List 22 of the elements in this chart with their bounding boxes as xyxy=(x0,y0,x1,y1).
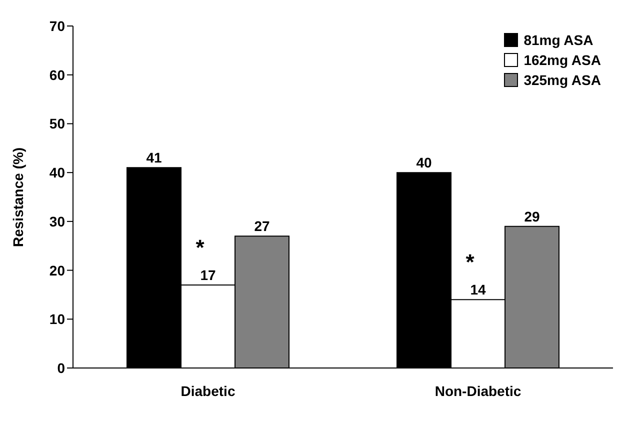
annotation: * xyxy=(466,250,475,275)
x-tick-label: Non-Diabetic xyxy=(434,382,522,399)
data-label: 41 xyxy=(146,150,162,166)
x-tick-label: Diabetic xyxy=(180,382,236,399)
data-label: 14 xyxy=(470,282,486,298)
annotation: * xyxy=(196,234,205,260)
y-tick-label: 40 xyxy=(49,164,66,181)
y-tick-label: 30 xyxy=(49,213,66,230)
legend-label: 162mg ASA xyxy=(524,51,601,70)
data-label: 40 xyxy=(416,154,432,171)
legend-label: 81mg ASA xyxy=(524,31,594,50)
data-label: 27 xyxy=(254,218,270,234)
y-axis-title: Resistance (%) xyxy=(10,147,26,247)
y-tick-label: 60 xyxy=(49,66,66,83)
y-tick-label: 50 xyxy=(49,116,66,132)
y-tick-label: 20 xyxy=(49,262,66,278)
y-tick-label: 10 xyxy=(49,311,66,328)
legend-label: 325mg ASA xyxy=(524,71,601,90)
y-tick-label: 70 xyxy=(49,18,66,34)
data-label: 17 xyxy=(200,266,216,283)
data-label: 29 xyxy=(524,208,540,224)
y-tick-label: 0 xyxy=(57,360,66,376)
